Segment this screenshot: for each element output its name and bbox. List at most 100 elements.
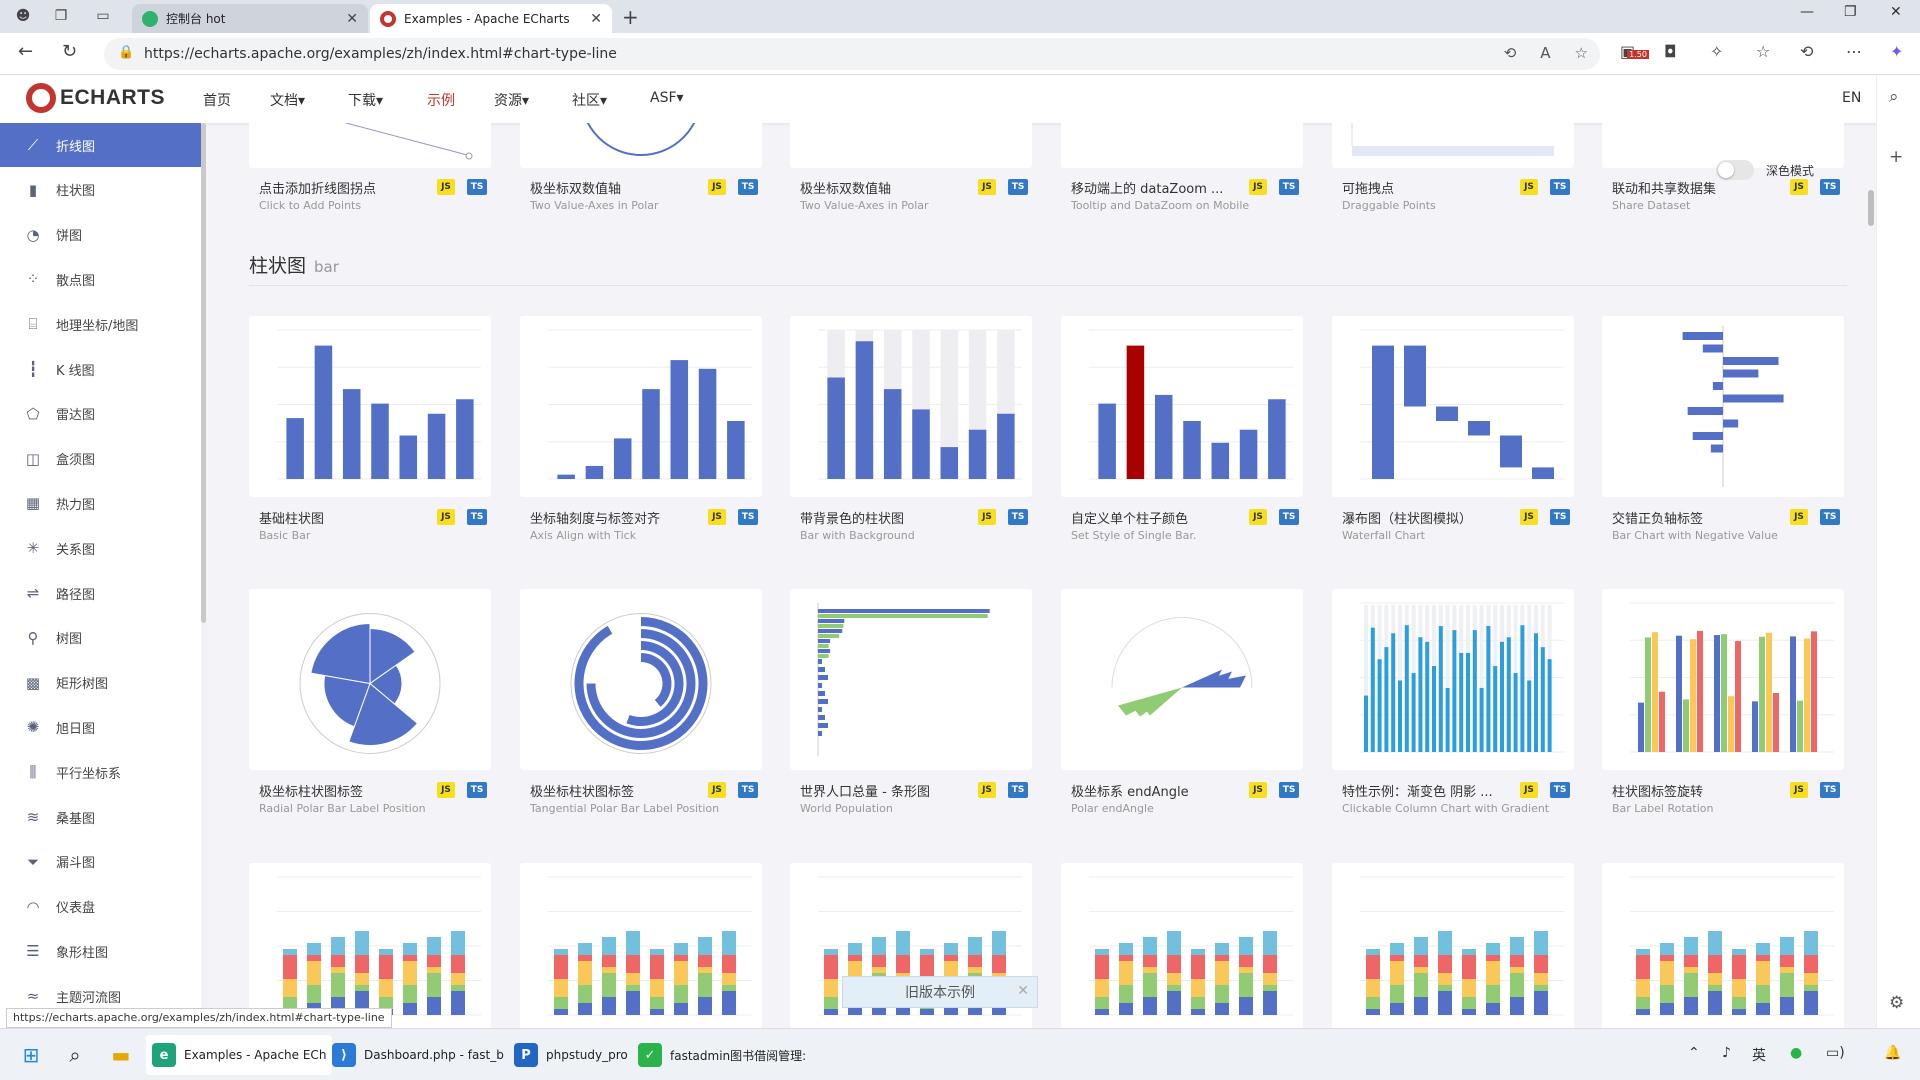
ts-badge[interactable]: TS	[1008, 179, 1028, 195]
microphone-icon[interactable]: ♪	[1722, 1045, 1731, 1061]
echarts-logo[interactable]: ECHARTS	[26, 83, 165, 113]
example-thumbnail[interactable]	[520, 589, 762, 770]
tab-echarts[interactable]: Examples - Apache ECharts ✕	[370, 4, 612, 33]
js-badge[interactable]: JS	[1249, 782, 1267, 798]
ts-badge[interactable]: TS	[1820, 179, 1840, 195]
profile-icon[interactable]: ☻	[15, 8, 31, 24]
example-title[interactable]: 可拖拽点	[1342, 182, 1395, 197]
taskbar-app-vscode[interactable]: ⟩ Dashboard.php - fast_b	[326, 1035, 510, 1075]
js-badge[interactable]: JS	[978, 509, 996, 525]
more-menu-icon[interactable]: ⋯	[1846, 42, 1862, 61]
sidebar-item-radar[interactable]: ⬠ 雷达图	[0, 392, 201, 436]
dark-mode-switch[interactable]: 深色模式	[1716, 160, 1814, 180]
sidebar-item-heatmap[interactable]: ▦ 热力图	[0, 481, 201, 525]
ts-badge[interactable]: TS	[1820, 782, 1840, 798]
js-badge[interactable]: JS	[708, 509, 726, 525]
ts-badge[interactable]: TS	[1550, 782, 1570, 798]
refresh-icon[interactable]: ↻	[62, 41, 78, 62]
search-icon[interactable]: ⌕	[69, 1043, 81, 1067]
close-tab-icon[interactable]: ✕	[590, 10, 602, 27]
minimize-icon[interactable]: —	[1800, 4, 1814, 20]
js-badge[interactable]: JS	[1249, 509, 1267, 525]
wechat-tray-icon[interactable]: ●	[1790, 1045, 1803, 1061]
taskbar-app-edge[interactable]: e Examples - Apache ECh	[146, 1035, 333, 1075]
ts-badge[interactable]: TS	[1279, 179, 1299, 195]
example-title[interactable]: 带背景色的柱状图	[800, 512, 905, 527]
network-volume-icon[interactable]: ▭)	[1826, 1045, 1845, 1061]
sidebar-item-bar-chart[interactable]: ▮ 柱状图	[0, 168, 201, 212]
ts-badge[interactable]: TS	[1279, 509, 1299, 525]
example-title[interactable]: 交错正负轴标签	[1612, 512, 1704, 527]
example-thumbnail[interactable]	[790, 316, 1032, 497]
old-version-link[interactable]: 旧版本示例 ✕	[842, 976, 1038, 1008]
ts-badge[interactable]: TS	[738, 509, 758, 525]
js-badge[interactable]: JS	[437, 179, 455, 195]
js-badge[interactable]: JS	[1790, 179, 1808, 195]
ts-badge[interactable]: TS	[1279, 782, 1299, 798]
taskbar-app-wechat[interactable]: ✓ fastadmin图书借阅管理:	[632, 1035, 812, 1075]
example-thumbnail[interactable]	[249, 316, 491, 497]
example-title[interactable]: 联动和共享数据集	[1612, 182, 1717, 197]
sidebar-scrollbar[interactable]	[201, 123, 206, 623]
lock-icon[interactable]: 🔒	[118, 45, 135, 60]
window-close-icon[interactable]: ✕	[1890, 4, 1902, 20]
nav-asf[interactable]: ASF▾	[650, 90, 684, 106]
ts-badge[interactable]: TS	[1820, 509, 1840, 525]
example-title[interactable]: 自定义单个柱子颜色	[1071, 512, 1189, 527]
example-title[interactable]: 极坐标柱状图标签	[259, 785, 364, 800]
example-thumbnail[interactable]	[1061, 123, 1303, 168]
workspaces-icon[interactable]: ❐	[54, 8, 68, 24]
example-thumbnail[interactable]	[1332, 589, 1574, 770]
sidebar-item-pictorial-bar[interactable]: ☰ 象形柱图	[0, 929, 201, 973]
example-thumbnail[interactable]	[790, 589, 1032, 770]
sidebar-item-pie-chart[interactable]: ◔ 饼图	[0, 213, 201, 257]
example-title[interactable]: 极坐标双数值轴	[800, 182, 892, 197]
js-badge[interactable]: JS	[1249, 179, 1267, 195]
example-thumbnail[interactable]	[249, 863, 491, 1028]
example-thumbnail[interactable]	[1332, 123, 1574, 168]
js-badge[interactable]: JS	[978, 782, 996, 798]
page-scrollbar[interactable]	[1868, 190, 1874, 226]
example-title[interactable]: 极坐标柱状图标签	[530, 785, 635, 800]
nav-lang-en[interactable]: EN	[1842, 90, 1862, 106]
example-thumbnail[interactable]	[1602, 316, 1844, 497]
notification-bell-icon[interactable]: 🔔	[1884, 1045, 1902, 1061]
back-icon[interactable]: ←	[18, 41, 34, 62]
example-thumbnail[interactable]	[1602, 589, 1844, 770]
example-title[interactable]: 世界人口总量 - 条形图	[800, 785, 930, 800]
nav-resources[interactable]: 资源▾	[494, 93, 530, 109]
sidebar-item-lines[interactable]: ⇌ 路径图	[0, 571, 201, 615]
search-icon[interactable]: ⌕	[1889, 87, 1899, 107]
example-thumbnail[interactable]	[520, 123, 762, 168]
example-thumbnail[interactable]	[249, 123, 491, 168]
favorite-star-icon[interactable]: ☆	[1574, 44, 1588, 62]
example-title[interactable]: 特性示例：渐变色 阴影 ...	[1342, 785, 1493, 800]
ts-badge[interactable]: TS	[467, 782, 487, 798]
ts-badge[interactable]: TS	[738, 782, 758, 798]
ts-badge[interactable]: TS	[1008, 782, 1028, 798]
address-bar[interactable]: 🔒 https://echarts.apache.org/examples/zh…	[104, 38, 1600, 70]
sidebar-item-boxplot[interactable]: ◫ 盒须图	[0, 437, 201, 481]
js-badge[interactable]: JS	[1520, 782, 1538, 798]
ts-badge[interactable]: TS	[1008, 509, 1028, 525]
example-thumbnail[interactable]	[249, 589, 491, 770]
ts-badge[interactable]: TS	[738, 179, 758, 195]
sidebar-item-sunburst[interactable]: ✺ 旭日图	[0, 705, 201, 749]
js-badge[interactable]: JS	[708, 179, 726, 195]
tab-console[interactable]: 控制台 hot ✕	[132, 4, 368, 33]
ts-badge[interactable]: TS	[467, 509, 487, 525]
js-badge[interactable]: JS	[1790, 782, 1808, 798]
sidebar-item-graph[interactable]: ✳ 关系图	[0, 526, 201, 570]
ts-badge[interactable]: TS	[1550, 509, 1570, 525]
nav-home[interactable]: 首页	[203, 93, 231, 109]
example-title[interactable]: 移动端上的 dataZoom ...	[1071, 182, 1224, 197]
nav-examples[interactable]: 示例	[427, 93, 455, 109]
read-aloud-icon[interactable]: A	[1540, 44, 1551, 62]
example-thumbnail[interactable]	[1061, 863, 1303, 1028]
ts-badge[interactable]: TS	[467, 179, 487, 195]
example-thumbnail[interactable]	[520, 863, 762, 1028]
sidebar-item-funnel[interactable]: ⏷ 漏斗图	[0, 840, 201, 884]
sidebar-item-candlestick[interactable]: ┇ K 线图	[0, 347, 201, 391]
js-badge[interactable]: JS	[437, 782, 455, 798]
extensions-puzzle-icon[interactable]: ✧	[1710, 42, 1724, 61]
